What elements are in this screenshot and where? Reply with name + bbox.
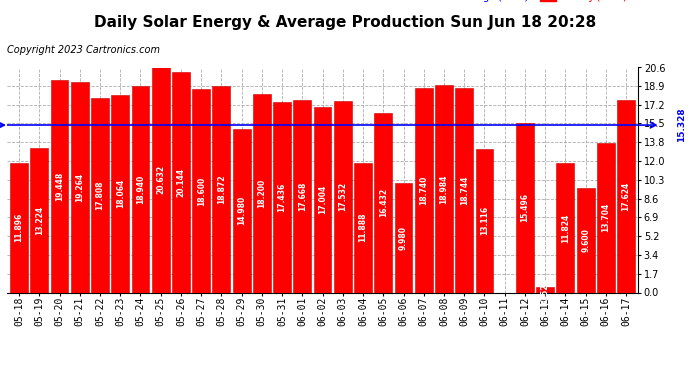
Text: 20.632: 20.632 [156, 165, 165, 194]
Bar [475, 149, 493, 292]
Text: 18.200: 18.200 [257, 178, 266, 208]
Bar [375, 113, 392, 292]
Bar [354, 163, 372, 292]
Text: 19.448: 19.448 [55, 172, 64, 201]
Legend: Average(kWh), Daily(kWh): Average(kWh), Daily(kWh) [424, 0, 633, 6]
Bar [395, 183, 413, 292]
Bar [10, 163, 28, 292]
Bar [132, 86, 149, 292]
Bar [557, 164, 574, 292]
Text: 17.004: 17.004 [318, 185, 327, 214]
Text: 9.980: 9.980 [399, 226, 408, 250]
Bar [91, 98, 109, 292]
Text: 17.624: 17.624 [622, 182, 631, 211]
Bar [314, 107, 331, 292]
Text: 11.888: 11.888 [359, 213, 368, 242]
Text: 17.668: 17.668 [298, 182, 307, 211]
Bar [415, 88, 433, 292]
Bar [536, 287, 554, 292]
Text: 17.532: 17.532 [338, 182, 347, 212]
Text: Daily Solar Energy & Average Production Sun Jun 18 20:28: Daily Solar Energy & Average Production … [94, 15, 596, 30]
Text: 14.980: 14.980 [237, 196, 246, 225]
Text: 18.872: 18.872 [217, 175, 226, 204]
Text: 13.116: 13.116 [480, 206, 489, 236]
Bar [172, 72, 190, 292]
Text: 20.144: 20.144 [177, 168, 186, 197]
Text: 9.600: 9.600 [581, 228, 590, 252]
Bar [577, 188, 595, 292]
Bar [213, 86, 230, 292]
Bar [30, 148, 48, 292]
Bar [617, 100, 635, 292]
Text: 11.896: 11.896 [14, 213, 23, 242]
Text: 18.984: 18.984 [440, 174, 449, 204]
Text: 15.328: 15.328 [677, 108, 686, 142]
Text: 19.264: 19.264 [75, 173, 84, 202]
Bar [334, 101, 352, 292]
Text: 18.064: 18.064 [116, 179, 125, 209]
Text: 0.524: 0.524 [541, 278, 550, 302]
Text: 18.600: 18.600 [197, 176, 206, 206]
Bar [152, 67, 170, 292]
Bar [293, 99, 311, 292]
Text: 13.224: 13.224 [34, 206, 43, 235]
Text: 11.824: 11.824 [561, 213, 570, 243]
Bar [597, 143, 615, 292]
Bar [111, 95, 129, 292]
Bar [253, 94, 270, 292]
Text: 16.432: 16.432 [379, 188, 388, 218]
Bar [71, 82, 88, 292]
Text: 13.704: 13.704 [602, 203, 611, 232]
Text: 18.744: 18.744 [460, 176, 469, 205]
Bar [233, 129, 250, 292]
Text: 17.808: 17.808 [95, 180, 104, 210]
Bar [435, 85, 453, 292]
Bar [516, 123, 534, 292]
Bar [50, 80, 68, 292]
Bar [273, 102, 291, 292]
Bar [455, 88, 473, 292]
Bar [193, 89, 210, 292]
Text: 18.940: 18.940 [136, 174, 145, 204]
Text: Copyright 2023 Cartronics.com: Copyright 2023 Cartronics.com [7, 45, 160, 55]
Text: 17.436: 17.436 [277, 183, 286, 212]
Text: 18.740: 18.740 [420, 176, 428, 205]
Text: 15.496: 15.496 [520, 194, 529, 222]
